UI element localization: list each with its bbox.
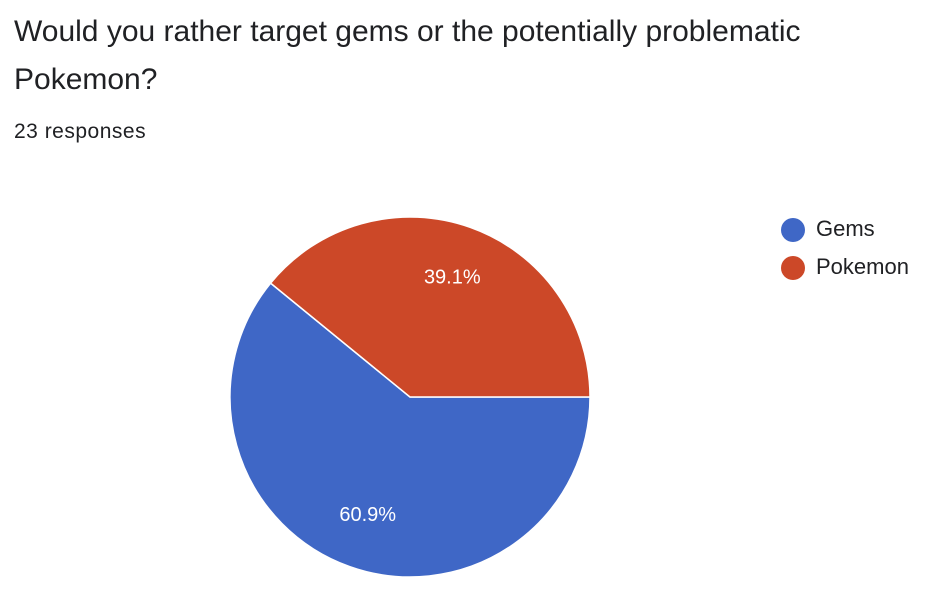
pie-slice — [269, 216, 591, 398]
pie-slice — [229, 282, 591, 578]
slice-label: 60.9% — [339, 504, 396, 526]
legend-label: Pokemon — [816, 254, 909, 279]
chart-title: Would you rather target gems or the pote… — [14, 15, 801, 96]
legend-marker — [781, 218, 805, 242]
slice-label: 39.1% — [424, 267, 481, 289]
legend-marker — [781, 256, 805, 280]
chart-subtitle: 23 responses — [14, 120, 147, 143]
legend-label: Gems — [816, 216, 875, 241]
